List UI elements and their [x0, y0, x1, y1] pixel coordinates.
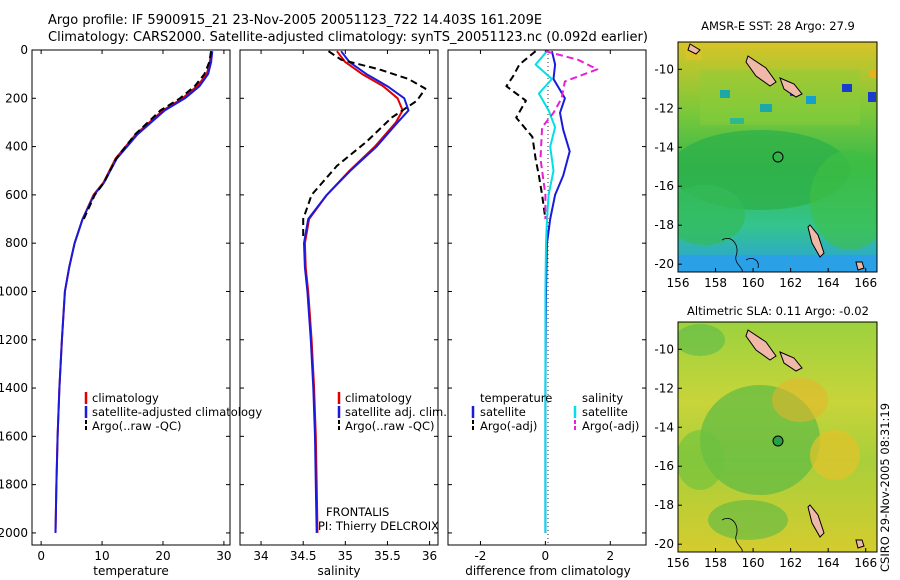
y-tick-label: 1600 [0, 429, 28, 443]
y-tick-label: 600 [5, 188, 28, 202]
x-tick-label: 30 [216, 549, 231, 563]
x-tick-label: 0 [37, 549, 45, 563]
salinity-panel: 34 34.5 35 35.5 36 salinity climatology sate… [239, 49, 447, 578]
lat-tick-label: -18 [654, 218, 674, 232]
x-tick-label: -2 [474, 549, 486, 563]
y-tick-label: 400 [5, 140, 28, 154]
lat-tick-label: -20 [654, 257, 674, 271]
series-line-salinity-satellite [534, 50, 557, 533]
series-line-argo-raw-qc [82, 51, 213, 220]
figure-title-line-1: Argo profile: IF 5900915_21 23-Nov-2005 … [48, 13, 543, 28]
lon-tick-label: 166 [854, 276, 877, 290]
y-tick-label: 2000 [0, 526, 28, 540]
series-line-temperature-satellite [544, 50, 571, 533]
lat-tick-label: -12 [654, 101, 674, 115]
sla-map-panel: Altimetric SLA: 0.11 Argo: -0.02 156 158 1… [654, 304, 878, 570]
y-tick-label: 1400 [0, 381, 28, 395]
x-tick-label: 35 [338, 549, 353, 563]
difference-legend: temperature satellite Argo(-adj) salinit… [471, 391, 639, 433]
lat-tick-label: -18 [654, 498, 674, 512]
series-line-satellite-adj-clim [303, 50, 410, 533]
series-line-satellite-adjusted-climatology [54, 51, 214, 533]
temperature-panel: 0 200 400 600 800 1000 1200 1400 1600 1800 2000 0 1… [0, 43, 262, 578]
lat-tick-label: -16 [654, 179, 674, 193]
series-line-climatology [54, 51, 213, 533]
x-tick-label: 36 [422, 549, 437, 563]
sst-map-image [678, 42, 877, 272]
x-tick-label: 20 [155, 549, 170, 563]
legend-label-climatology: climatology [92, 391, 159, 405]
x-tick-label: 34 [253, 549, 268, 563]
lon-tick-label: 166 [854, 556, 877, 570]
project-name: FRONTALIS [326, 505, 389, 519]
series-line-argo-raw-qc [302, 50, 427, 239]
legend-label-satellite: satellite adj. clim. [345, 405, 447, 419]
y-tick-label: 1000 [0, 284, 28, 298]
lon-tick-label: 164 [817, 276, 840, 290]
lat-tick-label: -16 [654, 459, 674, 473]
lon-tick-label: 156 [667, 276, 690, 290]
legend-label-satellite-adjusted: satellite-adjusted climatology [92, 405, 262, 419]
lat-tick-label: -10 [654, 342, 674, 356]
legend-heading-temperature: temperature [480, 391, 552, 405]
legend-label-argo: Argo(..raw -QC) [345, 419, 435, 433]
legend-label-temp-argo: Argo(-adj) [480, 419, 537, 433]
lon-tick-label: 158 [704, 276, 727, 290]
temperature-xlabel: temperature [93, 564, 168, 578]
salinity-xlabel: salinity [317, 564, 360, 578]
argo-float-marker [772, 435, 784, 447]
salinity-legend: climatology satellite adj. clim. Argo(..… [337, 391, 447, 433]
lon-tick-label: 156 [667, 556, 690, 570]
x-tick-label: 0 [542, 549, 550, 563]
legend-label-sal-satellite: satellite [582, 405, 628, 419]
series-line-temperature-argo-adj [505, 50, 547, 220]
difference-axes-frame [447, 49, 647, 546]
y-tick-label: 200 [5, 91, 28, 105]
timestamp-stamp: CSIRO 29-Nov-2005 08:31:19 [878, 402, 892, 572]
difference-panel: -2 0 2 difference from climatology tempera… [447, 49, 647, 578]
series-line-salinity-argo-adj [539, 50, 599, 219]
legend-label-argo: Argo(..raw -QC) [92, 419, 182, 433]
lon-tick-label: 160 [742, 276, 765, 290]
lon-tick-label: 162 [779, 556, 802, 570]
lat-tick-label: -12 [654, 381, 674, 395]
y-tick-label: 0 [20, 43, 28, 57]
y-tick-label: 1200 [0, 333, 28, 347]
lon-tick-label: 158 [704, 556, 727, 570]
y-tick-label: 800 [5, 236, 28, 250]
legend-label-sal-argo: Argo(-adj) [582, 419, 639, 433]
lon-tick-label: 164 [817, 556, 840, 570]
sla-map-image [678, 322, 877, 552]
figure-title-line-2: Climatology: CARS2000. Satellite-adjuste… [48, 30, 648, 45]
argo-float-marker [772, 151, 784, 163]
legend-heading-salinity: salinity [582, 391, 623, 405]
lat-tick-label: -14 [654, 420, 674, 434]
salinity-axes-frame [239, 49, 439, 546]
lat-tick-label: -10 [654, 62, 674, 76]
sst-map-panel: AMSR-E SST: 28 Argo: 27.9 [654, 19, 878, 290]
temperature-legend: climatology satellite-adjusted climatolo… [84, 391, 262, 433]
y-tick-label: 1800 [0, 478, 28, 492]
legend-label-temp-satellite: satellite [480, 405, 526, 419]
principal-investigator: PI: Thierry DELCROIX [318, 519, 439, 533]
lat-tick-label: -14 [654, 140, 674, 154]
lon-tick-label: 160 [742, 556, 765, 570]
lon-tick-label: 162 [779, 276, 802, 290]
legend-label-climatology: climatology [345, 391, 412, 405]
x-tick-label: 2 [606, 549, 614, 563]
lat-tick-label: -20 [654, 537, 674, 551]
series-line-climatology [303, 50, 404, 533]
x-tick-label: 35.5 [374, 549, 401, 563]
temperature-axes-frame [31, 49, 231, 546]
difference-xlabel: difference from climatology [465, 564, 631, 578]
sst-map-title: AMSR-E SST: 28 Argo: 27.9 [701, 19, 855, 33]
sla-map-title: Altimetric SLA: 0.11 Argo: -0.02 [687, 304, 869, 318]
x-tick-label: 10 [94, 549, 109, 563]
x-tick-label: 34.5 [290, 549, 317, 563]
